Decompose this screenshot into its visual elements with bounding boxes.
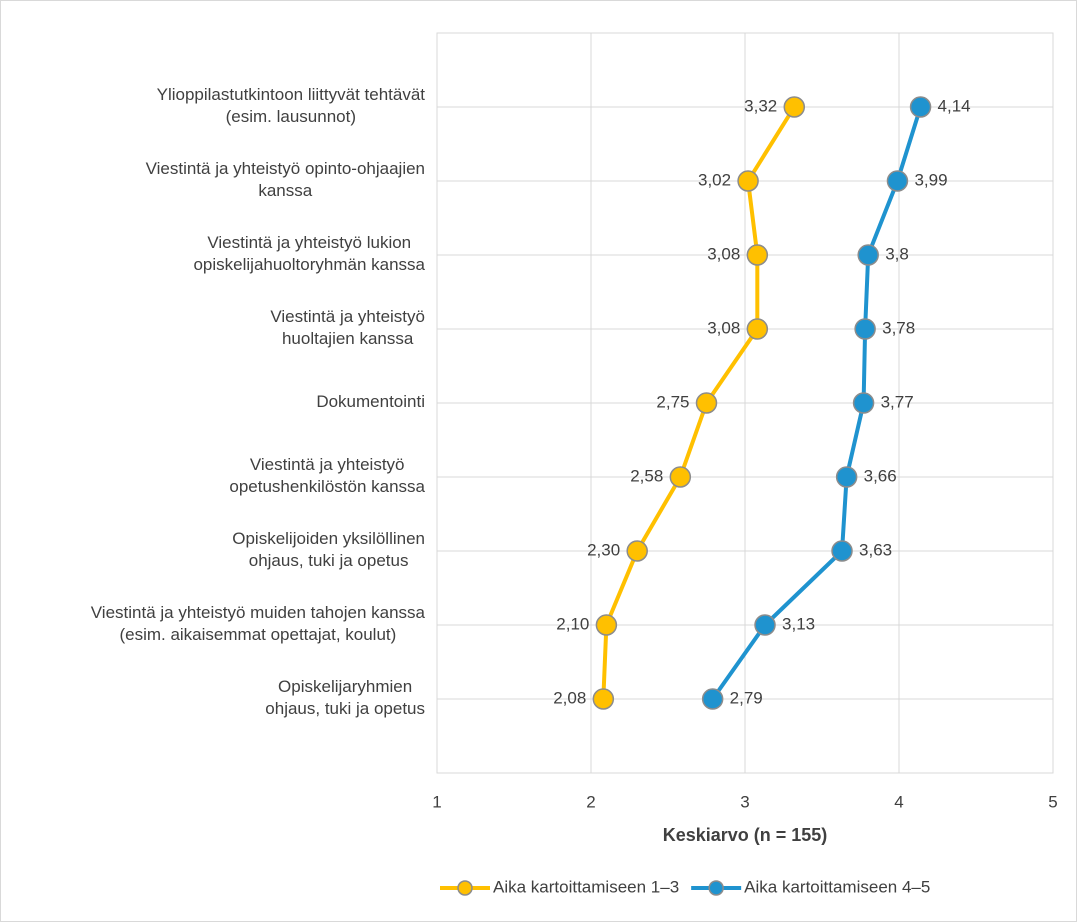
marker [886, 170, 909, 192]
y-tick-label: Viestintä ja yhteistyö muiden tahojen ka… [91, 603, 426, 644]
data-label: 3,13 [782, 614, 815, 633]
marker [737, 170, 759, 192]
marker [746, 244, 769, 266]
x-tick-label: 2 [586, 792, 595, 811]
data-label: 3,99 [914, 170, 947, 189]
legend-label: Aika kartoittamiseen 1–3 [493, 877, 679, 896]
y-tick-label: Viestintä ja yhteistyö huoltajien kanssa [270, 307, 425, 348]
data-label: 3,08 [707, 244, 740, 263]
data-label: 3,32 [744, 96, 777, 115]
y-tick-label: Dokumentointi [316, 392, 425, 411]
marker [701, 688, 724, 710]
x-tick-label: 5 [1048, 792, 1057, 811]
marker [626, 540, 648, 562]
data-label: 3,77 [881, 392, 914, 411]
marker [835, 466, 858, 488]
data-label: 3,78 [882, 318, 915, 337]
data-label: 2,10 [556, 614, 589, 633]
data-label: 2,30 [587, 540, 620, 559]
x-tick-label: 3 [740, 792, 749, 811]
data-label: 3,66 [864, 466, 897, 485]
marker [857, 244, 879, 266]
y-tick-label: Opiskelijoiden yksilöllinen ohjaus, tuki … [232, 529, 425, 570]
marker [754, 614, 776, 636]
y-tick-label: Viestintä ja yhteistyö lukion opiskelijah… [193, 233, 425, 274]
data-label: 2,75 [656, 392, 689, 411]
legend-label: Aika kartoittamiseen 4–5 [744, 877, 930, 896]
y-tick-label: Viestintä ja yhteistyö opetushenkilöstön … [229, 455, 425, 496]
x-tick-label: 4 [894, 792, 903, 811]
data-label: 2,58 [630, 466, 663, 485]
y-tick-label: Viestintä ja yhteistyö opinto-ohjaajien k… [146, 159, 425, 200]
data-label: 4,14 [938, 96, 971, 115]
data-label: 3,02 [698, 170, 731, 189]
marker [854, 318, 876, 340]
marker [746, 318, 769, 340]
x-axis-title: Keskiarvo (n = 155) [663, 825, 828, 845]
data-label: 2,79 [730, 688, 763, 707]
marker [669, 466, 692, 488]
y-tick-label: Opiskelijaryhmien ohjaus, tuki ja opetus [265, 677, 425, 718]
legend-marker [708, 880, 724, 896]
data-label: 3,63 [859, 540, 892, 559]
marker [783, 96, 806, 118]
data-label: 3,8 [885, 244, 909, 263]
data-label: 2,08 [553, 688, 586, 707]
x-tick-label: 1 [432, 792, 441, 811]
marker [695, 392, 718, 414]
marker [592, 688, 615, 710]
marker [909, 96, 932, 118]
marker [852, 392, 875, 414]
legend-marker [457, 880, 473, 896]
data-label: 3,08 [707, 318, 740, 337]
marker [595, 614, 618, 636]
marker [831, 540, 853, 562]
y-tick-label: Ylioppilastutkintoon liittyvät tehtävät(… [157, 85, 426, 126]
